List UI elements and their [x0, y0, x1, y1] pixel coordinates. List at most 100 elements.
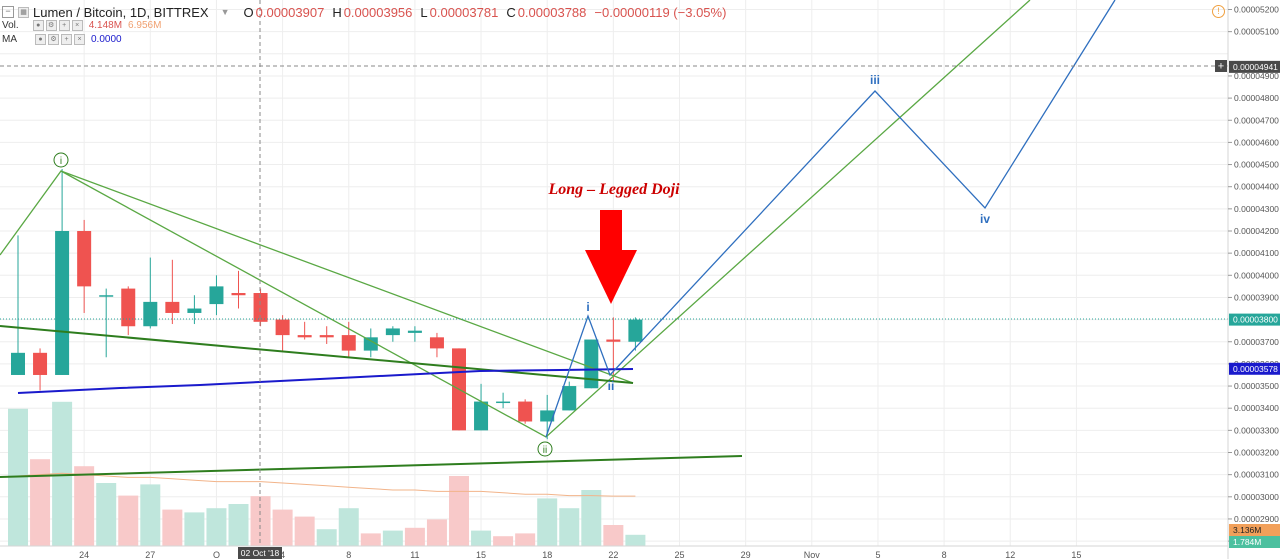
wave-green-line: [0, 0, 1031, 438]
volume-bar: [96, 483, 117, 546]
volume-bar: [52, 401, 73, 546]
price-tick-label: 0.00004300: [1234, 204, 1279, 214]
crosshair: [0, 0, 1228, 546]
close-icon[interactable]: ×: [71, 20, 83, 31]
time-tick-label: 25: [674, 550, 684, 559]
price-axis[interactable]: 0.00005200 0.00005100 0.00004900 0.00004800…: [1215, 0, 1280, 559]
volume-bar: [449, 476, 469, 546]
high-label: H: [332, 4, 342, 20]
volume-ma-value: 6.956M: [128, 20, 162, 31]
price-tick-label: 0.00003300: [1234, 425, 1279, 435]
crosshair-plus-glyph: +: [1218, 61, 1224, 73]
time-tick-label: 15: [476, 550, 486, 559]
close-value: 0.00003788: [517, 4, 587, 20]
candle: [77, 219, 92, 313]
volume-bar: [404, 527, 425, 546]
last-price-tag-box: [1229, 313, 1280, 326]
candle: [121, 286, 136, 336]
candle: [187, 295, 202, 325]
close-icon[interactable]: ×: [74, 34, 85, 45]
gear-icon[interactable]: ⚙: [48, 34, 59, 45]
svg-text:i: i: [60, 156, 62, 167]
volume-tag-text: 3.136M: [1233, 525, 1261, 535]
candle: [253, 288, 268, 327]
price-tick-label: 0.00004400: [1234, 182, 1279, 192]
price-tick-label: 0.00003000: [1234, 492, 1279, 502]
time-tick-label: 5: [875, 550, 880, 559]
volume-bar: [338, 508, 359, 546]
candle-body: [121, 288, 136, 327]
crosshair-price-tag: 0.00004941: [1229, 60, 1280, 73]
candle-body: [584, 339, 599, 389]
volume-bar: [537, 498, 558, 546]
price-tick-label: 0.00004200: [1234, 226, 1279, 236]
low-value: 0.00003781: [429, 4, 499, 20]
crosshair-price-tag-text: 0.00004941: [1233, 62, 1278, 72]
crosshair-price-tag-box: [1229, 60, 1280, 73]
volume-legend: Vol. ● ⚙ + × 4.148M 6.956M: [0, 18, 161, 33]
price-tick-label: 0.00004000: [1234, 270, 1279, 280]
candle-body: [341, 335, 356, 351]
wave-label-circle-i: i: [53, 152, 69, 168]
volume-tag-box: [1229, 524, 1280, 536]
price-tick-label: 0.00003200: [1234, 448, 1279, 458]
low-label: L: [420, 4, 428, 20]
volume-ma-line: [17, 472, 636, 497]
candle-body: [209, 286, 224, 305]
plus-icon[interactable]: +: [61, 34, 72, 45]
volume-bar: [184, 512, 205, 546]
eye-icon[interactable]: ●: [32, 20, 44, 31]
candle: [363, 328, 378, 358]
time-axis[interactable]: 24 27 O 4 8 11 15 18 22 25 29 Nov 5 8 12 15 02 Oct '18: [0, 545, 1228, 559]
candles: [11, 168, 643, 440]
volume-ma-tag: 1.784M: [1229, 536, 1280, 548]
candle: [385, 326, 400, 342]
volume-bar: [382, 530, 403, 546]
volume-value: 4.148M: [88, 20, 123, 31]
candle: [209, 275, 224, 316]
time-tick-label: 4: [280, 550, 285, 559]
price-tick-label: 0.00003100: [1234, 470, 1279, 480]
wave-label-iv: iv: [980, 212, 990, 226]
volume-bar: [471, 530, 492, 546]
high-value: 0.00003956: [343, 4, 413, 20]
ma-price-tag-text: 0.00003578: [1233, 364, 1278, 374]
candle-body: [474, 401, 489, 431]
candle: [275, 315, 290, 351]
crosshair-plus-icon: [1215, 60, 1227, 72]
collapse-icon[interactable]: −: [2, 6, 14, 18]
plus-icon[interactable]: +: [58, 20, 70, 31]
close-label: C: [506, 4, 516, 20]
volume-bar: [250, 496, 271, 546]
ma-value: 0.0000: [91, 34, 122, 45]
candle-body: [606, 339, 621, 342]
gear-icon[interactable]: ⚙: [45, 20, 57, 31]
price-tick-label: 0.00004800: [1234, 93, 1279, 103]
volume-bar: [360, 533, 381, 546]
ma-label: MA: [2, 34, 17, 45]
price-tick-label: 0.00005100: [1234, 27, 1279, 37]
time-tick-label: Nov: [804, 550, 821, 559]
wave-label-circle-ii: ii: [537, 441, 553, 457]
warning-icon[interactable]: !: [1212, 5, 1225, 18]
candle: [231, 270, 246, 309]
candle-body: [55, 231, 70, 375]
candle: [518, 399, 533, 424]
candle: [407, 326, 422, 342]
candle: [99, 288, 114, 358]
volume-bar: [625, 534, 646, 546]
candle-body: [562, 386, 577, 411]
eye-icon[interactable]: ●: [35, 34, 46, 45]
candle-body: [363, 337, 378, 351]
ma-price-tag: 0.00003578: [1229, 362, 1280, 375]
time-tick-label: 12: [1005, 550, 1015, 559]
dropdown-icon[interactable]: ▼: [220, 7, 230, 17]
wave-blue-line: [545, 0, 1116, 438]
volume-label: Vol.: [2, 20, 19, 31]
candle-body: [143, 301, 158, 327]
settings-icon[interactable]: ▦: [18, 6, 29, 18]
candle-body: [319, 335, 334, 338]
time-tick-label: 15: [1071, 550, 1081, 559]
volume-ma-tag-text: 1.784M: [1233, 537, 1261, 547]
